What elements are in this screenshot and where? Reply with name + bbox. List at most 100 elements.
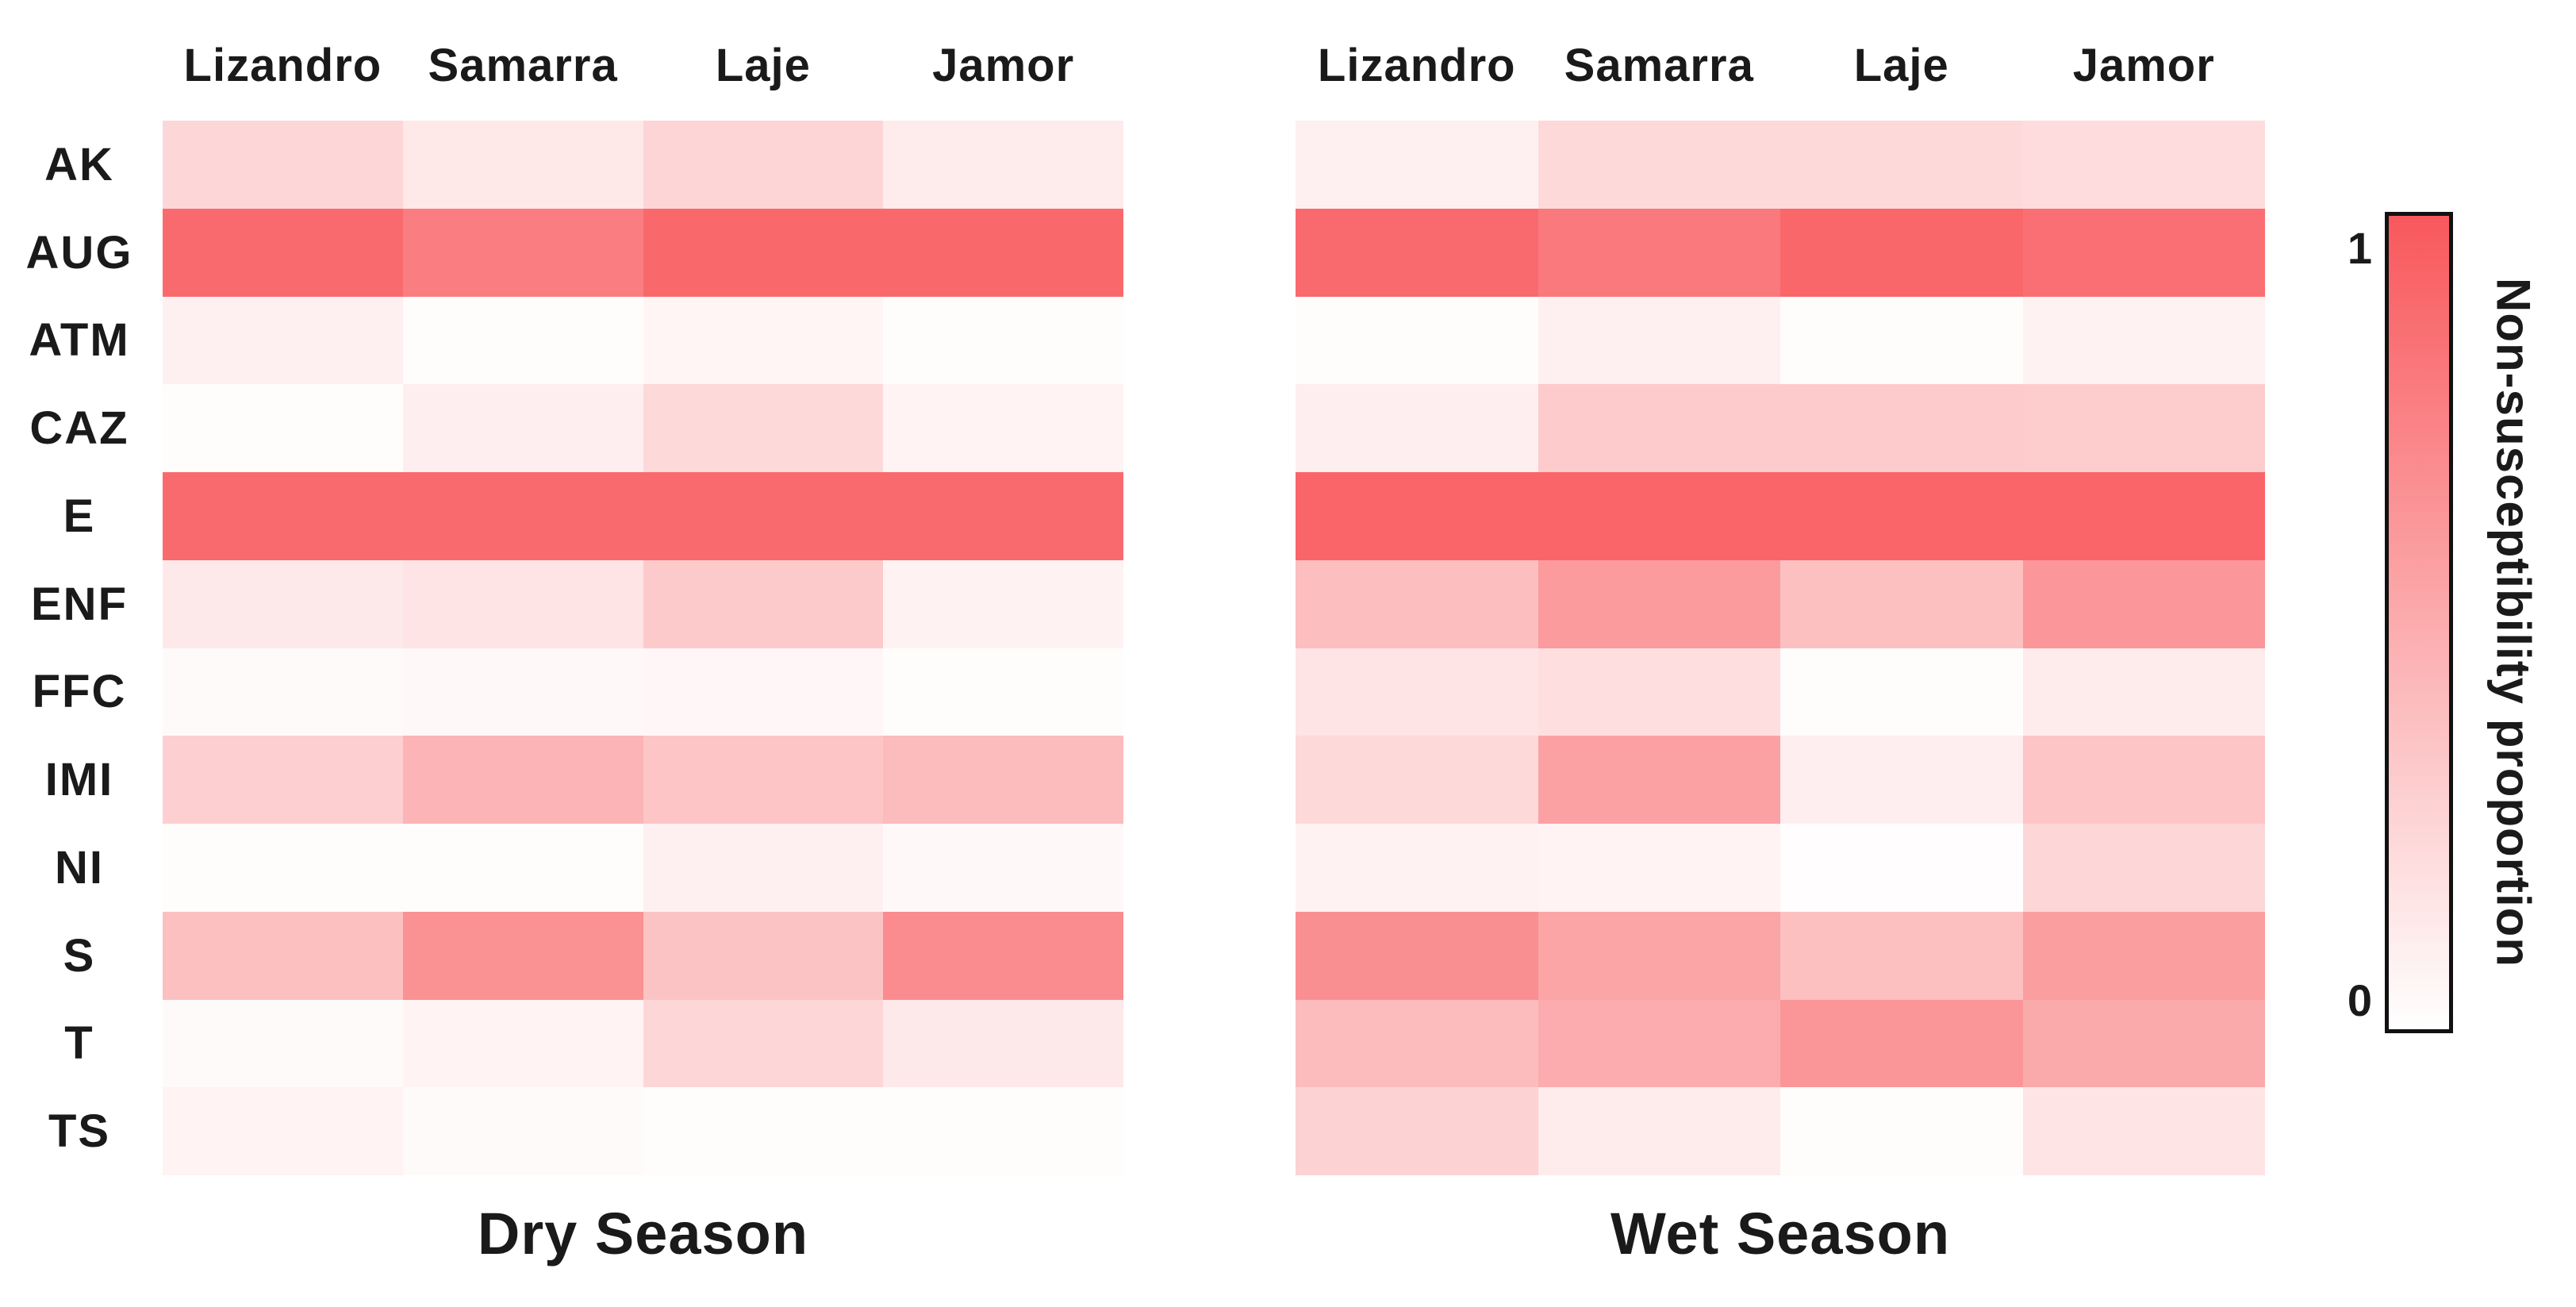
row-label: ENF [31,578,128,630]
heatmap-cell [1780,911,2023,1000]
heatmap-cell [163,296,403,385]
heatmap-cell [643,208,884,297]
heatmap-cell [402,472,643,560]
row-label: CAZ [29,402,129,455]
heatmap-cell [883,999,1123,1088]
heatmap-cell [163,472,403,560]
heatmap-cell [1538,296,1780,385]
row-label: E [63,490,96,542]
heatmap-cell [2022,559,2265,648]
heatmap-cell [1296,824,1538,912]
heatmap-cell [1296,999,1538,1088]
heatmap-cell [2022,1087,2265,1175]
column-header: Laje [715,40,811,91]
heatmap-cell [643,472,884,560]
heatmap-cell [883,1087,1123,1175]
heatmap-cell [1780,559,2023,648]
heatmap-cell [643,384,884,472]
heatmap-cell [883,384,1123,472]
heatmap-cell [1780,648,2023,736]
heatmap-cell [1780,824,2023,912]
colorbar-tick-min: 0 [2347,975,2372,1025]
row-label: TS [48,1105,111,1158]
heatmap-cell [402,559,643,648]
heatmap-cell [883,208,1123,297]
heatmap-cell [643,296,884,385]
heatmap-cell [883,736,1123,824]
heatmap-cell [402,911,643,1000]
row-label: ATM [29,314,130,367]
heatmap-cell [883,824,1123,912]
row-label: NI [55,841,104,894]
heatmap-cell [2022,121,2265,209]
heatmap-cell [1538,121,1780,209]
heatmap-cell [1296,208,1538,297]
colorbar-tick-max: 1 [2347,223,2372,273]
heatmap-cell [2022,208,2265,297]
column-header: Laje [1853,40,1949,91]
heatmap-cell [1538,999,1780,1088]
heatmap-cell [1296,911,1538,1000]
column-header: Samarra [428,40,618,91]
heatmap-cell [163,559,403,648]
heatmap-cell [1296,648,1538,736]
colorbar-axis-label: Non-susceptibility proportion [2486,278,2540,967]
heatmap-cell [1780,999,2023,1088]
heatmap-cell [1296,472,1538,560]
heatmap-cell [163,1087,403,1175]
heatmap-cell [1538,648,1780,736]
heatmap-cell [163,208,403,297]
wet-season-title: Wet Season [1610,1201,1951,1267]
heatmap-cell [643,911,884,1000]
heatmap-cell [883,559,1123,648]
heatmap-cell [163,121,403,209]
heatmap-cell [163,736,403,824]
heatmap-cell [402,384,643,472]
heatmap-cell [883,472,1123,560]
heatmap-cell [643,1087,884,1175]
row-label: IMI [44,754,114,806]
heatmap-cell [2022,824,2265,912]
heatmap-cell [2022,384,2265,472]
row-label: AUG [25,226,133,279]
heatmap-cell [163,384,403,472]
heatmap-cell [1538,911,1780,1000]
heatmap-cell [1538,736,1780,824]
heatmap-cell [1538,1087,1780,1175]
heatmap-cell [163,911,403,1000]
heatmap-cell [1780,1087,2023,1175]
heatmap-cell [2022,911,2265,1000]
heatmap-cell [1538,824,1780,912]
row-label: AK [44,138,114,190]
heatmap-cell [883,121,1123,209]
heatmap-cell [402,1087,643,1175]
heatmap-cell [1538,472,1780,560]
row-label: T [64,1017,94,1070]
column-header: Jamor [932,40,1075,91]
row-label: S [63,929,96,982]
dry-season-heatmap [163,121,1123,1175]
heatmap-cell [883,648,1123,736]
heatmap-cell [643,999,884,1088]
heatmap-cell [1296,296,1538,385]
heatmap-cell [402,736,643,824]
heatmap-cell [402,648,643,736]
heatmap-cell [643,559,884,648]
row-label: FFC [32,666,127,718]
heatmap-cell [643,121,884,209]
heatmap-cell [2022,648,2265,736]
heatmap-cell [1296,736,1538,824]
heatmap-cell [1780,296,2023,385]
column-header: Lizandro [1317,40,1516,91]
heatmap-cell [1296,559,1538,648]
heatmap-cell [1780,121,2023,209]
heatmap-cell [1780,472,2023,560]
heatmap-cell [163,824,403,912]
heatmap-cell [402,121,643,209]
heatmap-cell [1538,559,1780,648]
column-header: Lizandro [183,40,382,91]
colorbar [2385,212,2453,1033]
heatmap-cell [883,911,1123,1000]
wet-column-headers: Lizandro Samarra Laje Jamor [1296,24,2265,107]
